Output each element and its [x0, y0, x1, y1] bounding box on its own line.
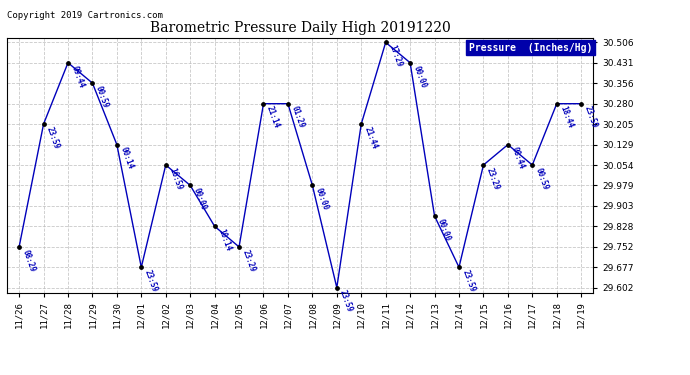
Text: 09:44: 09:44	[70, 64, 86, 89]
Point	[331, 285, 342, 291]
Point	[136, 264, 147, 270]
Point	[209, 223, 220, 229]
Text: 00:00: 00:00	[192, 187, 208, 211]
Text: 21:44: 21:44	[363, 125, 379, 150]
Text: 08:29: 08:29	[21, 248, 37, 273]
Text: 18:44: 18:44	[558, 105, 575, 130]
Point	[526, 162, 538, 168]
Text: 23:59: 23:59	[582, 105, 599, 130]
Point	[453, 264, 464, 270]
Point	[551, 101, 562, 107]
Text: 23:59: 23:59	[45, 125, 61, 150]
Point	[233, 244, 244, 250]
Text: 00:59: 00:59	[94, 84, 110, 109]
Point	[356, 121, 367, 127]
Text: 23:59: 23:59	[338, 289, 355, 314]
Point	[87, 80, 98, 86]
Text: Copyright 2019 Cartronics.com: Copyright 2019 Cartronics.com	[7, 11, 163, 20]
Title: Barometric Pressure Daily High 20191220: Barometric Pressure Daily High 20191220	[150, 21, 451, 35]
Text: 23:29: 23:29	[240, 248, 257, 273]
Text: 00:59: 00:59	[533, 166, 550, 191]
Point	[111, 142, 122, 148]
Text: 00:00: 00:00	[436, 217, 453, 242]
Text: Pressure  (Inches/Hg): Pressure (Inches/Hg)	[469, 43, 592, 52]
Point	[14, 244, 25, 250]
Point	[185, 182, 196, 188]
Point	[404, 60, 415, 66]
Text: 16:59: 16:59	[167, 166, 184, 191]
Text: 00:00: 00:00	[314, 187, 330, 211]
Text: 00:14: 00:14	[118, 146, 135, 171]
Text: 17:29: 17:29	[387, 44, 404, 69]
Text: 21:14: 21:14	[265, 105, 282, 130]
Text: 23:59: 23:59	[460, 268, 477, 294]
Text: 08:44: 08:44	[509, 146, 526, 171]
Point	[282, 101, 293, 107]
Point	[429, 213, 440, 219]
Point	[478, 162, 489, 168]
Point	[160, 162, 171, 168]
Text: 01:29: 01:29	[289, 105, 306, 130]
Point	[575, 101, 586, 107]
Point	[38, 121, 49, 127]
Point	[63, 60, 74, 66]
Point	[258, 101, 269, 107]
Point	[502, 142, 513, 148]
Text: 10:14: 10:14	[216, 228, 233, 252]
Text: 23:29: 23:29	[485, 166, 501, 191]
Point	[307, 182, 318, 188]
Text: 23:59: 23:59	[143, 268, 159, 294]
Point	[380, 39, 391, 45]
Text: 00:00: 00:00	[411, 64, 428, 89]
